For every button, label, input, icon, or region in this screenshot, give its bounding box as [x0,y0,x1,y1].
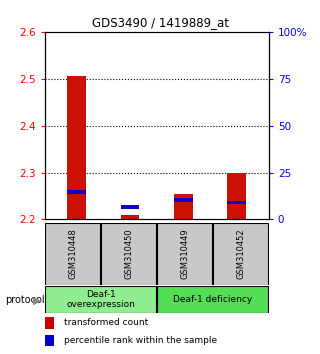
Bar [228,173,246,219]
Bar [157,223,212,285]
Bar [68,76,86,219]
Text: percentile rank within the sample: percentile rank within the sample [64,336,217,345]
Text: GSM310448: GSM310448 [68,229,77,279]
Text: GDS3490 / 1419889_at: GDS3490 / 1419889_at [92,16,228,29]
Text: Deaf-1 deficiency: Deaf-1 deficiency [173,295,252,304]
Bar [157,286,268,313]
Bar [174,198,193,202]
Bar [45,223,100,285]
Bar [121,205,140,209]
Text: GSM310449: GSM310449 [180,229,189,279]
Bar [101,223,156,285]
Bar [213,223,268,285]
Text: transformed count: transformed count [64,318,148,327]
Text: ▶: ▶ [33,295,41,305]
Bar [121,215,140,219]
Text: GSM310450: GSM310450 [124,229,133,279]
Text: GSM310452: GSM310452 [236,229,245,279]
Bar [174,194,193,219]
Text: protocol: protocol [5,295,44,305]
Text: Deaf-1
overexpression: Deaf-1 overexpression [66,290,135,309]
Bar [228,201,246,205]
Bar [68,190,86,194]
Bar [45,286,156,313]
